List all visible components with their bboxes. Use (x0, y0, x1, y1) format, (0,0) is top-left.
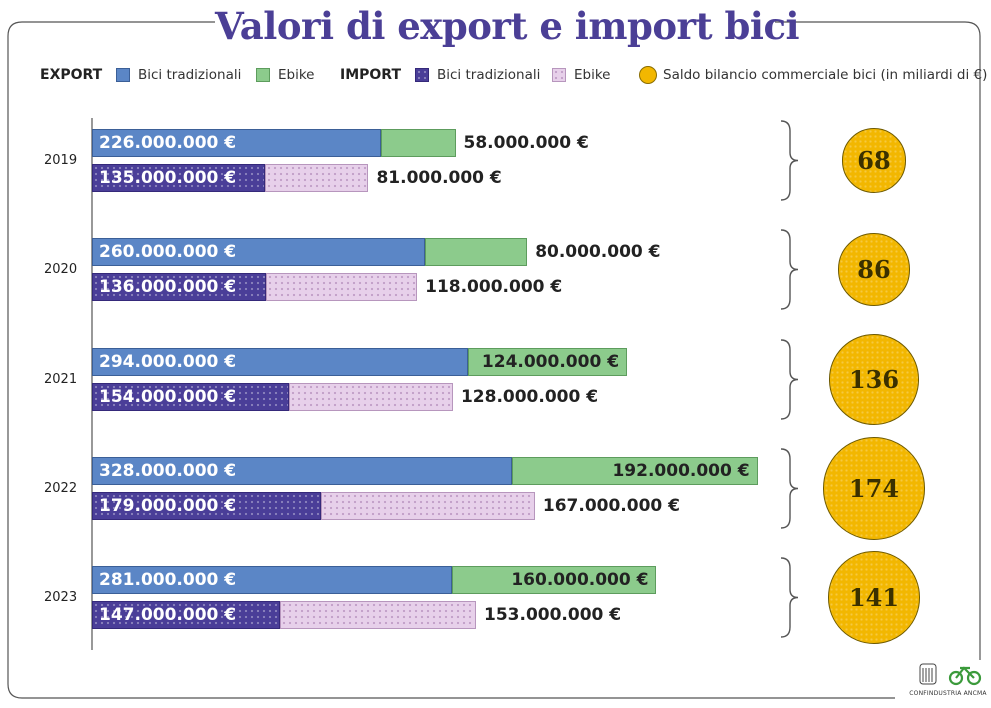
label-import-traditional: 179.000.000 € (99, 496, 237, 516)
label-import-ebike: 153.000.000 € (484, 605, 622, 625)
legend-import-traditional: Bici tradizionali (437, 67, 541, 83)
label-import-traditional: 136.000.000 € (99, 277, 237, 297)
label-export-ebike: 80.000.000 € (535, 242, 661, 262)
bar-import-ebike (289, 383, 453, 411)
year-label: 2023 (44, 589, 78, 605)
legend-import-label: IMPORT (340, 67, 402, 83)
label-export-ebike: 58.000.000 € (463, 133, 589, 153)
label-export-traditional: 260.000.000 € (99, 242, 237, 262)
legend-swatch-export-traditional (116, 68, 130, 82)
logo-icon (919, 663, 982, 686)
year-label: 2022 (44, 480, 78, 496)
balance-bubble: 86 (837, 233, 911, 306)
label-import-traditional: 135.000.000 € (99, 168, 237, 188)
braces-group (780, 120, 799, 638)
balance-bubble: 174 (822, 437, 926, 540)
label-export-ebike: 124.000.000 € (481, 352, 620, 372)
label-import-ebike: 128.000.000 € (460, 387, 599, 407)
bar-import-ebike (321, 492, 535, 520)
label-import-ebike: 118.000.000 € (425, 277, 563, 297)
logo: CONFINDUSTRIA ANCMA (908, 660, 988, 704)
label-export-traditional: 226.000.000 € (99, 133, 237, 153)
frame-border-right (775, 21, 981, 660)
frame-border (7, 21, 895, 699)
logo-text: CONFINDUSTRIA ANCMA (909, 690, 987, 697)
bar-import-traditional (92, 601, 281, 629)
group-brace (780, 339, 799, 420)
legend-balance: Saldo bilancio commerciale bici (in mili… (663, 67, 988, 83)
bar-import-traditional (92, 492, 322, 520)
bar-export-ebike (468, 348, 628, 376)
bar-export-traditional (92, 129, 382, 157)
label-import-ebike: 167.000.000 € (542, 496, 680, 516)
bar-export-ebike (424, 238, 528, 266)
bar-import-ebike (266, 273, 418, 301)
group-brace (780, 229, 799, 310)
balance-bubble: 68 (841, 128, 907, 193)
label-import-traditional: 147.000.000 € (99, 605, 237, 625)
legend-swatch-balance (639, 66, 657, 84)
bar-export-ebike (451, 566, 657, 594)
label-import-ebike: 81.000.000 € (376, 168, 502, 188)
bar-import-traditional (92, 273, 267, 301)
legend-swatch-import-traditional (415, 68, 429, 82)
legend: EXPORT Bici tradizionali Ebike IMPORT Bi… (40, 66, 987, 86)
label-export-traditional: 328.000.000 € (99, 461, 237, 481)
legend-export-traditional: Bici tradizionali (138, 67, 242, 83)
legend-export-ebike: Ebike (278, 67, 315, 83)
legend-swatch-import-ebike (552, 68, 566, 82)
bar-import-traditional (92, 383, 290, 411)
group-brace (780, 448, 799, 529)
bar-export-traditional (92, 348, 469, 376)
label-export-traditional: 281.000.000 € (99, 570, 237, 590)
chart-title: Valori di export e import bici (215, 4, 800, 48)
label-export-ebike: 192.000.000 € (612, 461, 750, 481)
label-export-traditional: 294.000.000 € (99, 352, 237, 372)
year-label: 2021 (44, 371, 78, 387)
bar-export-ebike (511, 457, 758, 485)
bar-export-traditional (92, 457, 512, 485)
group-brace (780, 557, 799, 638)
balance-bubble: 141 (827, 551, 921, 644)
bar-import-ebike (280, 601, 476, 629)
bar-import-ebike (264, 164, 369, 192)
bar-export-traditional (92, 566, 452, 594)
bar-export-traditional (92, 238, 425, 266)
group-brace (780, 120, 799, 201)
bar-import-traditional (92, 164, 265, 192)
balance-bubble: 136 (828, 334, 920, 425)
legend-export-label: EXPORT (40, 67, 103, 83)
bar-export-ebike (381, 129, 456, 157)
legend-swatch-export-ebike (256, 68, 270, 82)
legend-import-ebike: Ebike (574, 67, 611, 83)
year-label: 2019 (44, 152, 78, 168)
year-label: 2020 (44, 261, 78, 277)
label-export-ebike: 160.000.000 € (511, 570, 649, 590)
label-import-traditional: 154.000.000 € (99, 387, 237, 407)
